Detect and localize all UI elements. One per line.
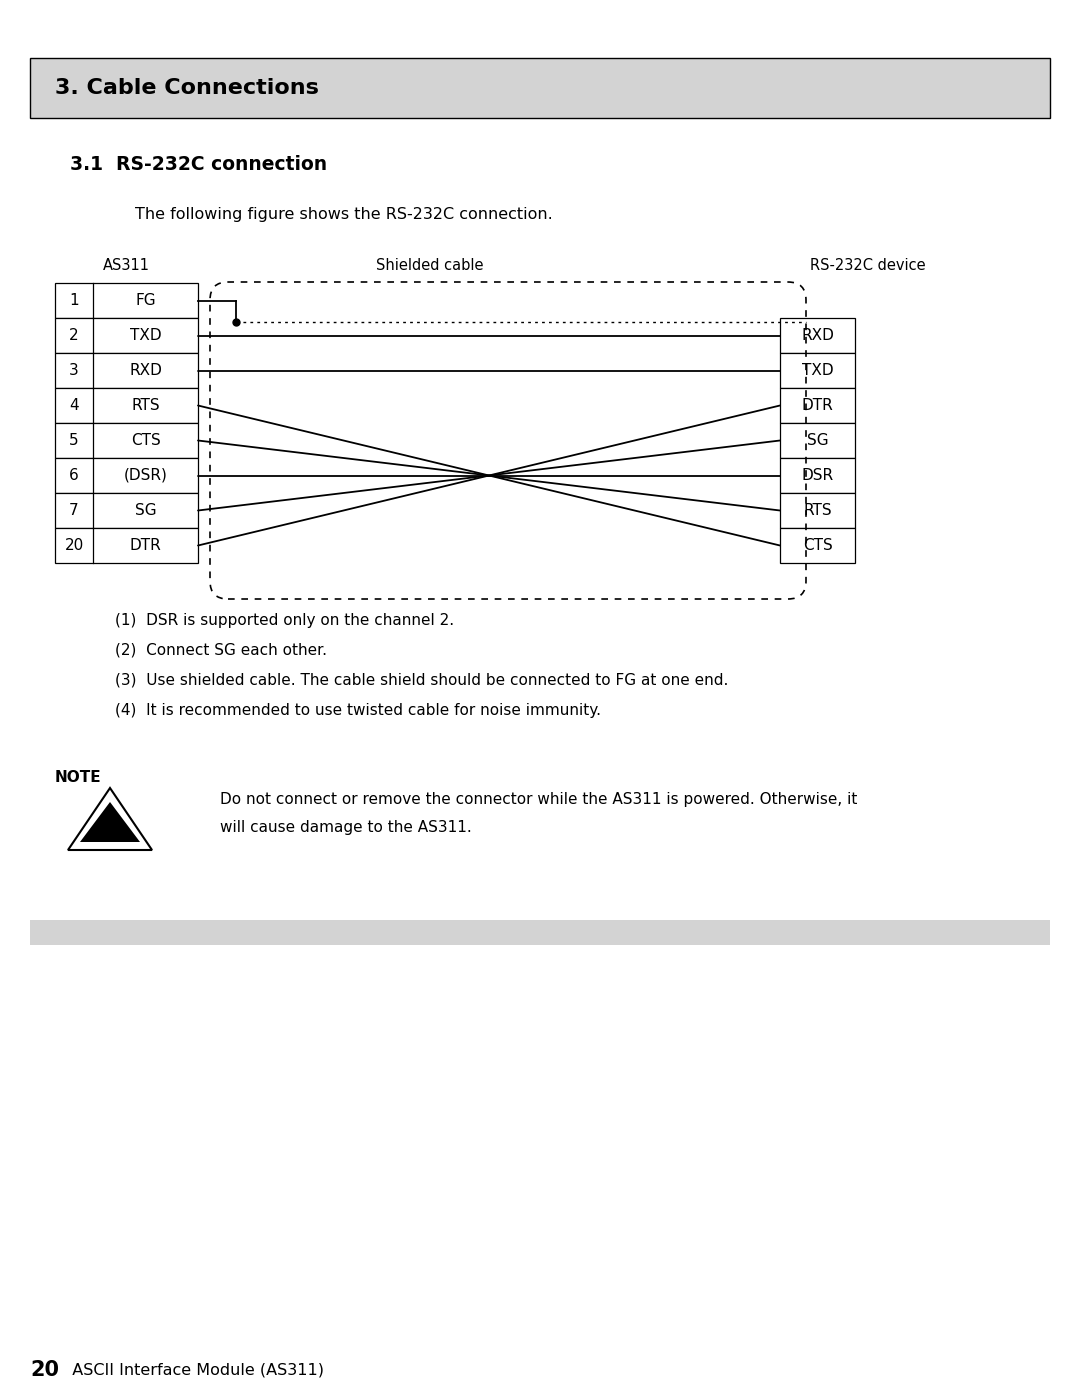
Text: SG: SG xyxy=(807,433,828,448)
Bar xyxy=(30,59,1050,117)
Bar xyxy=(55,493,198,528)
Text: Shielded cable: Shielded cable xyxy=(376,257,484,272)
Text: ASCII Interface Module (AS311): ASCII Interface Module (AS311) xyxy=(62,1362,324,1377)
Text: (2)  Connect SG each other.: (2) Connect SG each other. xyxy=(114,643,327,658)
Bar xyxy=(55,528,198,563)
Text: RS-232C device: RS-232C device xyxy=(810,257,926,272)
Bar xyxy=(780,388,855,423)
Text: TXD: TXD xyxy=(130,328,161,344)
Text: DTR: DTR xyxy=(130,538,161,553)
Text: RXD: RXD xyxy=(801,328,834,344)
Bar xyxy=(780,319,855,353)
Text: 4: 4 xyxy=(69,398,79,414)
Bar xyxy=(55,353,198,388)
Bar xyxy=(55,319,198,353)
Text: 2: 2 xyxy=(69,328,79,344)
Bar xyxy=(55,284,198,319)
Text: TXD: TXD xyxy=(801,363,834,379)
Bar xyxy=(780,458,855,493)
Text: 6: 6 xyxy=(69,468,79,483)
Text: 1: 1 xyxy=(69,293,79,307)
Bar xyxy=(780,353,855,388)
Bar xyxy=(55,423,198,458)
Text: 20: 20 xyxy=(65,538,83,553)
Bar xyxy=(780,493,855,528)
Text: DTR: DTR xyxy=(801,398,834,414)
Text: SG: SG xyxy=(135,503,157,518)
Text: NOTE: NOTE xyxy=(55,770,102,785)
Text: (1)  DSR is supported only on the channel 2.: (1) DSR is supported only on the channel… xyxy=(114,612,454,627)
Text: DSR: DSR xyxy=(801,468,834,483)
Polygon shape xyxy=(80,802,140,842)
Bar xyxy=(780,528,855,563)
Text: 5: 5 xyxy=(69,433,79,448)
Text: AS311: AS311 xyxy=(103,257,150,272)
Text: (DSR): (DSR) xyxy=(123,468,167,483)
Text: Do not connect or remove the connector while the AS311 is powered. Otherwise, it: Do not connect or remove the connector w… xyxy=(220,792,858,807)
Text: 3.1  RS-232C connection: 3.1 RS-232C connection xyxy=(70,155,327,175)
Text: FG: FG xyxy=(135,293,156,307)
Text: CTS: CTS xyxy=(131,433,160,448)
Text: (3)  Use shielded cable. The cable shield should be connected to FG at one end.: (3) Use shielded cable. The cable shield… xyxy=(114,672,728,687)
Text: RXD: RXD xyxy=(130,363,162,379)
Text: (4)  It is recommended to use twisted cable for noise immunity.: (4) It is recommended to use twisted cab… xyxy=(114,703,600,718)
Text: The following figure shows the RS-232C connection.: The following figure shows the RS-232C c… xyxy=(135,208,553,222)
Text: 3: 3 xyxy=(69,363,79,379)
Text: RTS: RTS xyxy=(131,398,160,414)
Text: CTS: CTS xyxy=(802,538,833,553)
Bar xyxy=(780,423,855,458)
Bar xyxy=(30,921,1050,944)
Bar xyxy=(55,458,198,493)
Text: 20: 20 xyxy=(30,1361,59,1380)
Text: 3. Cable Connections: 3. Cable Connections xyxy=(55,78,319,98)
Text: will cause damage to the AS311.: will cause damage to the AS311. xyxy=(220,820,472,835)
Text: RTS: RTS xyxy=(804,503,832,518)
Bar xyxy=(55,388,198,423)
Text: 7: 7 xyxy=(69,503,79,518)
